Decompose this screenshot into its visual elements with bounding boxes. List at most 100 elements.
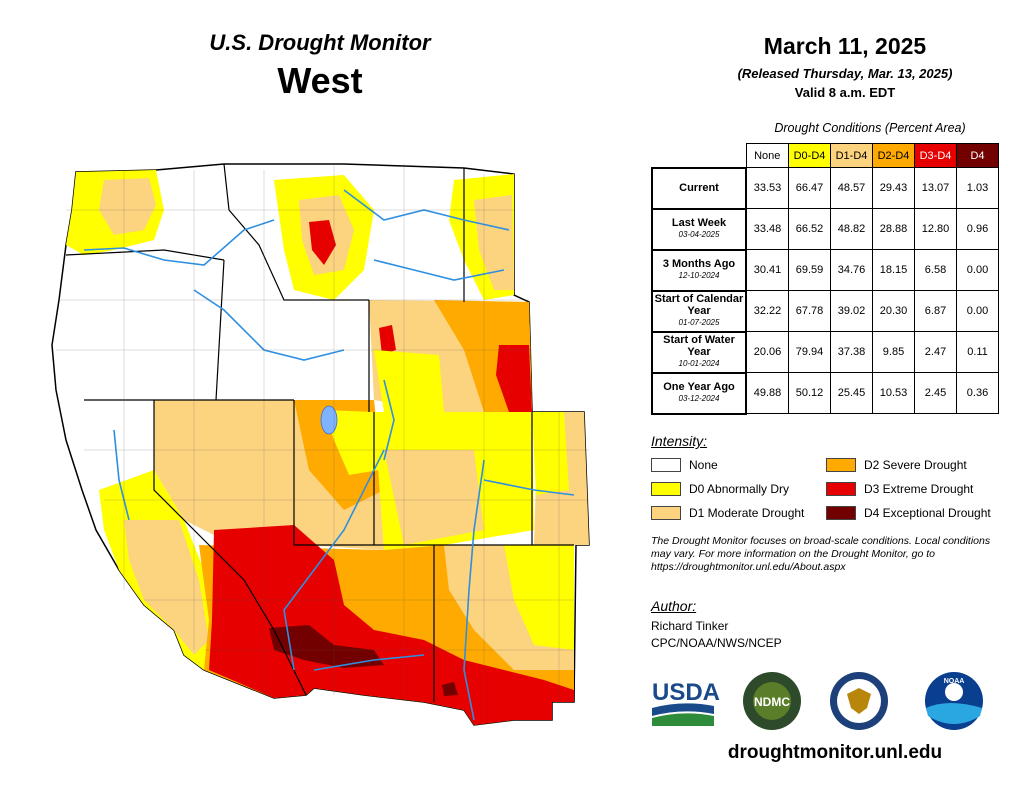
table-cell: 13.07 (914, 167, 957, 209)
table-col-header: None (745, 143, 789, 168)
table-cell: 6.58 (914, 249, 957, 291)
map-zone-d0-wyoming (374, 350, 444, 412)
map-zone-d3-wyoming-west (379, 325, 396, 355)
date-block: March 11, 2025 (Released Thursday, Mar. … (680, 33, 1010, 100)
row-label-date: 03-12-2024 (678, 394, 720, 403)
region-title: West (277, 60, 363, 101)
map-zone-d1-colorado (384, 450, 484, 545)
row-label-text: Start of Water Year (663, 334, 735, 358)
row-label-date: 01-07-2025 (678, 318, 720, 327)
disclaimer-note: The Drought Monitor focuses on broad-sca… (651, 535, 991, 573)
table-cell: 79.94 (788, 331, 831, 373)
table-cell: 29.43 (872, 167, 915, 209)
table-col-header: D2-D4 (872, 143, 915, 168)
row-label-text: 3 Months Ago (662, 258, 736, 270)
usda-logo-swoosh-green (652, 713, 714, 726)
table-row: Last Week 03-04-2025 33.48 66.52 48.82 28.88 1… (651, 207, 999, 251)
river-sacramento (113, 429, 130, 521)
table-cell: 34.76 (830, 249, 873, 291)
map-zone-d0-utah (324, 410, 379, 475)
legend-swatch (651, 458, 681, 472)
county-lines (56, 164, 589, 720)
table-cell: 37.38 (830, 331, 873, 373)
row-label-text: One Year Ago (663, 381, 735, 393)
usda-logo: USDA (652, 679, 720, 726)
table-cell: 33.53 (745, 167, 789, 209)
website-url[interactable]: droughtmonitor.unl.edu (727, 742, 943, 763)
map-zone-d3-southwest (209, 525, 574, 725)
map-zone-d3-wyoming-east (496, 345, 532, 412)
noaa-logo-bird (945, 683, 963, 701)
table-row: Current 33.53 66.47 48.57 29.43 13.07 1.03 (651, 166, 999, 210)
table-corner (652, 144, 746, 168)
legend-item: D3 Extreme Drought (826, 482, 973, 496)
usda-logo-swoosh-blue (652, 703, 714, 716)
boundary-az-ca (273, 629, 307, 696)
river-arkansas (483, 479, 575, 496)
river-columbia (83, 219, 275, 266)
boundary-idaho-west (215, 259, 225, 401)
row-label: One Year Ago 03-12-2024 (651, 371, 747, 415)
row-label-date: 12-10-2024 (678, 271, 720, 280)
legend-swatch (651, 482, 681, 496)
legend-swatch (826, 482, 856, 496)
legend-swatch (826, 458, 856, 472)
table-cell: 39.02 (830, 290, 873, 332)
row-label-date: 10-01-2024 (678, 359, 720, 368)
legend-label: D2 Severe Drought (864, 458, 967, 472)
table-cell: 12.80 (914, 208, 957, 250)
table-title: Drought Conditions (Percent Area) (774, 121, 966, 135)
row-label-text: Last Week (671, 217, 727, 229)
table-cell: 28.88 (872, 208, 915, 250)
release-date: (Released Thursday, Mar. 13, 2025) (737, 66, 953, 81)
table-col-header: D0-D4 (788, 143, 831, 168)
table-cell: 0.00 (956, 249, 999, 291)
commerce-seal-eagle (847, 688, 871, 714)
row-label-text: Current (679, 182, 719, 194)
table-cell: 10.53 (872, 372, 915, 414)
legend-item: D1 Moderate Drought (651, 506, 804, 520)
boundary-wa-or (65, 249, 225, 261)
row-label-date: 03-04-2025 (678, 230, 720, 239)
table-cell: 18.15 (872, 249, 915, 291)
table-cell: 20.06 (745, 331, 789, 373)
map-zone-d4-arizona (269, 625, 384, 668)
great-salt-lake (320, 405, 338, 435)
table-cell: 67.78 (788, 290, 831, 332)
row-label-text: Start of Calendar Year (654, 293, 744, 317)
legend-label: None (689, 458, 718, 472)
drought-conditions-table: None D0-D4 D1-D4 D2-D4 D3-D4 D4 Current 33.53 6… (651, 143, 999, 415)
partner-logos: USDA NDMC NOAA (652, 672, 983, 730)
table-cell: 0.36 (956, 372, 999, 414)
river-rio-grande (463, 459, 485, 721)
table-cell: 1.03 (956, 167, 999, 209)
table-cell: 69.59 (788, 249, 831, 291)
table-cell: 30.41 (745, 249, 789, 291)
table-row: One Year Ago 03-12-2024 49.88 50.12 25.45 10.… (651, 371, 999, 415)
table-row: Start of Water Year 10-01-2024 20.06 79.94 3… (651, 330, 999, 374)
map-zone-d0-new-mexico-east (504, 545, 574, 650)
table-row: Start of Calendar Year 01-07-2025 32.22 67.… (651, 289, 999, 333)
author-org: CPC/NOAA/NWS/NCEP (651, 636, 782, 650)
river-yellowstone (373, 259, 505, 281)
table-cell: 2.47 (914, 331, 957, 373)
drought-map (51, 163, 590, 726)
river-green (383, 379, 395, 461)
table-cell: 49.88 (745, 372, 789, 414)
table-cell: 32.22 (745, 290, 789, 332)
legend-label: D0 Abnormally Dry (689, 482, 790, 496)
map-zone-d1-washington (99, 178, 156, 235)
boundary-ca-nv (153, 400, 275, 631)
table-col-header: D1-D4 (830, 143, 873, 168)
map-title-block: U.S. Drought Monitor West (130, 30, 510, 102)
legend-label: D1 Moderate Drought (689, 506, 805, 520)
row-label: Current (651, 166, 747, 210)
state-boundaries (65, 163, 574, 702)
table-cell: 50.12 (788, 372, 831, 414)
row-label: Start of Calendar Year 01-07-2025 (651, 289, 747, 333)
table-cell: 6.87 (914, 290, 957, 332)
rivers (83, 189, 575, 721)
noaa-logo: NOAA (925, 672, 983, 730)
legend-item: D4 Exceptional Drought (826, 506, 991, 520)
table-header-row: None D0-D4 D1-D4 D2-D4 D3-D4 D4 (652, 143, 999, 168)
